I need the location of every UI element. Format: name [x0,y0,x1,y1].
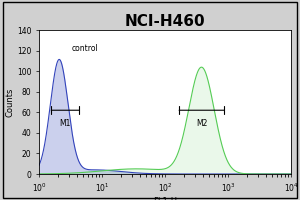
Text: control: control [72,44,98,53]
X-axis label: FL1-H: FL1-H [153,197,177,200]
Text: M1: M1 [59,119,71,128]
Title: NCI-H460: NCI-H460 [125,14,205,29]
Y-axis label: Counts: Counts [5,87,14,117]
Text: M2: M2 [196,119,207,128]
